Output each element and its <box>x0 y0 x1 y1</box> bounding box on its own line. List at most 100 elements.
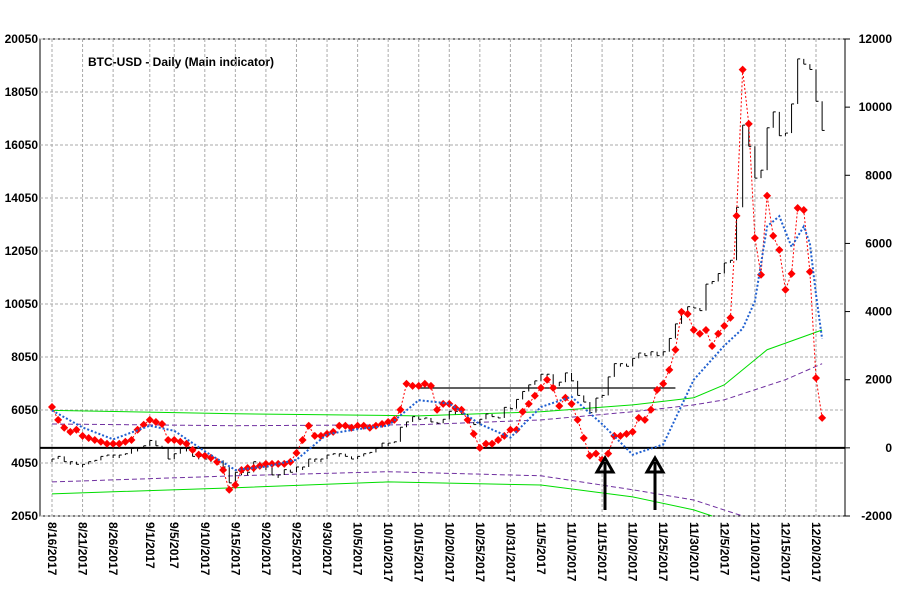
price-bar <box>754 146 758 179</box>
diamond <box>133 425 142 434</box>
price-bar <box>577 380 581 396</box>
x-tick-label: 11/5/2017 <box>534 522 548 575</box>
diamond <box>732 211 741 220</box>
price-bar <box>644 353 648 357</box>
price-bar <box>283 469 287 475</box>
price-bar <box>784 132 788 136</box>
price-bar <box>711 280 715 285</box>
diamond <box>665 365 674 374</box>
price-bar <box>778 111 782 137</box>
price-bar <box>393 441 397 444</box>
price-bar <box>295 466 299 473</box>
price-bar <box>705 283 709 311</box>
diamond <box>530 391 539 400</box>
price-bar <box>308 458 312 467</box>
price-bar <box>791 103 795 134</box>
price-bar <box>454 410 458 415</box>
diamond <box>591 449 600 458</box>
x-tick-label: 10/5/2017 <box>351 522 365 576</box>
price-bar <box>650 351 654 356</box>
x-tick-label: 12/15/2017 <box>778 522 792 582</box>
diamond <box>66 427 75 436</box>
price-bar <box>185 447 189 452</box>
x-tick-label: 11/15/2017 <box>595 522 609 582</box>
price-bar <box>448 410 452 420</box>
price-bar <box>717 273 721 282</box>
diamond <box>457 405 466 414</box>
price-bar <box>161 445 165 449</box>
price-bar <box>289 469 293 473</box>
diamond <box>433 405 442 414</box>
diamond <box>744 119 753 128</box>
diamond <box>329 427 338 436</box>
price-bar <box>167 448 171 460</box>
price-bar <box>277 474 281 478</box>
indicator-line <box>51 363 823 427</box>
y2-tick-label: 12000 <box>859 32 893 46</box>
diamond <box>616 431 625 440</box>
y-tick-label: 12050 <box>5 244 39 258</box>
price-bar <box>179 447 183 454</box>
diamond <box>543 375 552 384</box>
diamond <box>255 461 264 470</box>
arrow-head <box>594 454 616 474</box>
diamond <box>341 421 350 430</box>
price-bar <box>381 442 385 449</box>
x-tick-label: 9/20/2017 <box>259 522 273 576</box>
price-bar <box>693 306 697 309</box>
price-bar <box>558 381 562 387</box>
x-tick-label: 8/21/2017 <box>76 522 90 576</box>
diamond <box>634 413 643 422</box>
diamond <box>225 485 234 494</box>
x-tick-label: 10/15/2017 <box>412 522 426 582</box>
diamond <box>335 421 344 430</box>
diamond <box>628 427 637 436</box>
diamond <box>78 431 87 440</box>
diamond <box>488 439 497 448</box>
diamond <box>439 399 448 408</box>
diamond <box>812 374 820 383</box>
price-bar <box>320 458 324 463</box>
diamond <box>151 417 160 426</box>
price-bar <box>534 380 538 385</box>
diamond <box>316 431 325 440</box>
indicator-line <box>51 214 824 472</box>
diamond <box>805 267 814 276</box>
x-tick-label: 8/16/2017 <box>45 522 59 576</box>
price-bar <box>632 357 636 367</box>
price-bar <box>479 418 483 425</box>
price-bar <box>626 363 630 367</box>
price-bar <box>350 456 354 460</box>
price-bar <box>75 461 79 465</box>
diamond <box>653 385 662 394</box>
price-bar <box>436 421 440 424</box>
price-bar <box>51 458 55 463</box>
diamond <box>54 415 63 424</box>
price-bar <box>69 461 73 465</box>
diamond <box>701 325 710 334</box>
y-tick-label: 10050 <box>5 297 39 311</box>
diamond <box>158 420 167 429</box>
price-bar <box>589 402 593 414</box>
price-bar <box>106 454 110 457</box>
price-bar <box>173 453 177 460</box>
diamond <box>353 421 362 430</box>
price-bar <box>766 127 770 171</box>
price-bar <box>821 101 825 131</box>
x-tick-label: 8/26/2017 <box>106 522 120 576</box>
price-bar <box>571 372 575 382</box>
price-bar <box>522 390 526 400</box>
price-bar <box>418 416 422 420</box>
diamond <box>72 425 81 434</box>
x-tick-label: 9/25/2017 <box>289 522 303 576</box>
diamond <box>799 206 808 215</box>
price-bar <box>803 58 807 65</box>
price-bar <box>668 337 672 352</box>
diamond <box>170 436 179 445</box>
y-tick-label: 6050 <box>11 403 38 417</box>
diamond <box>640 415 649 424</box>
diamond <box>695 329 704 338</box>
price-bar <box>326 454 330 460</box>
diamond <box>445 399 454 408</box>
